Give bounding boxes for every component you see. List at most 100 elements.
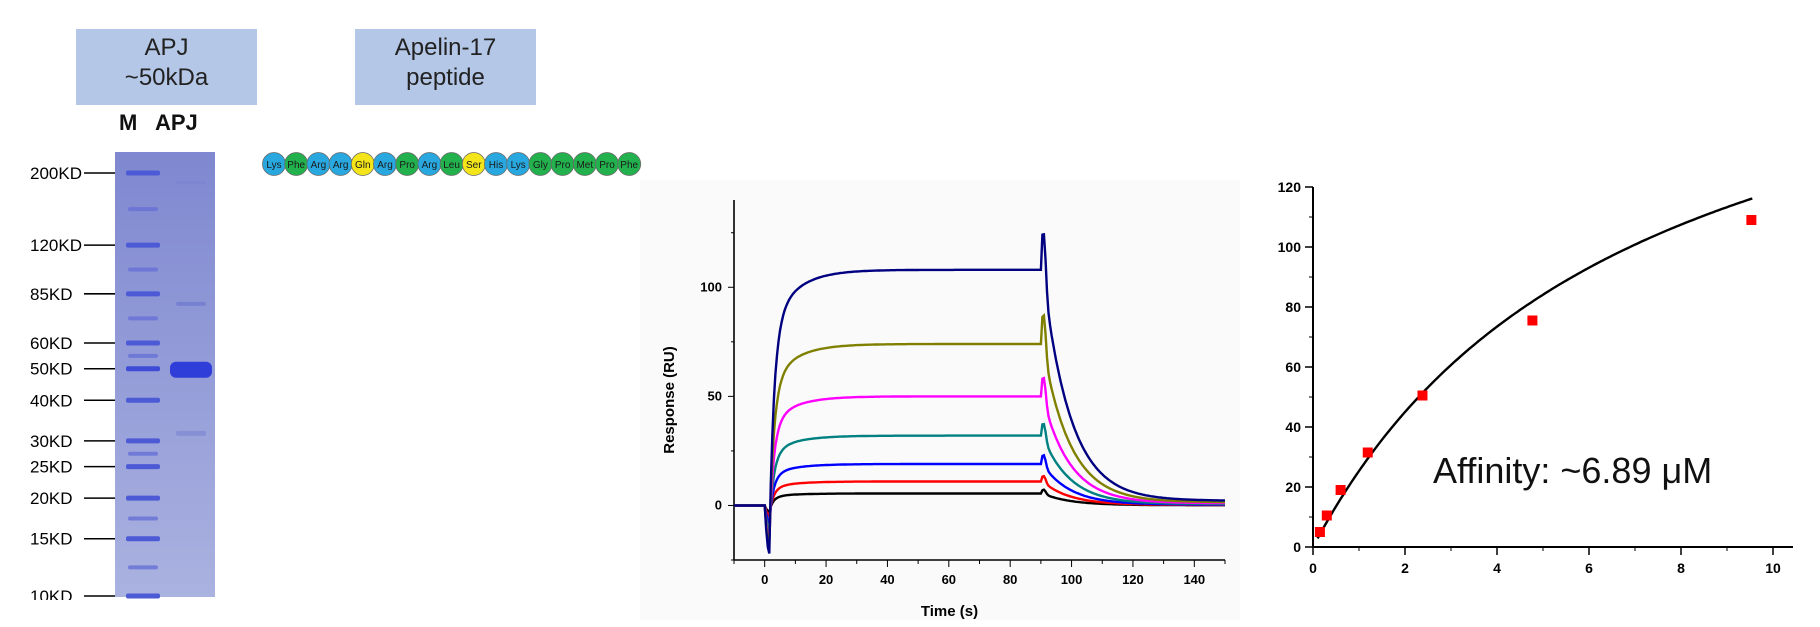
fit-data-point [1527,315,1538,326]
spr-x-tick-label: 20 [819,572,833,587]
spr-x-tick-label: 0 [761,572,768,587]
gel-marker-label: 20KD [30,489,73,508]
fit-y-tick-label: 60 [1285,359,1301,375]
spr-x-tick-label: 80 [1003,572,1017,587]
sample-band-faint [176,430,206,436]
spr-series-line [734,422,1225,533]
residue-label: Arg [377,160,393,171]
fit-x-tick-label: 10 [1765,560,1781,576]
residue-label: Arg [311,160,327,171]
marker-ladder-band [128,316,158,321]
marker-ladder-band [126,397,160,403]
spr-y-tick-label: 100 [700,279,722,294]
fit-curve [1316,197,1753,539]
spr-sensorgram-chart: 0 20 40 60 80 100 120 140 0 50 100 Time (s) Response… [640,180,1240,620]
residue-label: Lys [266,160,281,171]
residue-label: Gln [355,160,371,171]
spr-x-tick-label: 40 [880,572,894,587]
spr-series-line [734,313,1225,546]
spr-series-line [734,453,1225,527]
residue-circle [617,152,642,176]
marker-ladder-band [126,291,160,297]
spr-plot-background [640,180,1240,620]
lane-label-marker: M [119,110,138,135]
residue-label: Arg [422,160,438,171]
gel-marker-label: 50KD [30,360,73,379]
marker-ladder-band [126,170,160,176]
gel-marker-label: 120KD [30,236,82,255]
gel-marker-label: 40KD [30,391,73,410]
fit-x-tick-label: 4 [1493,560,1501,576]
spr-x-tick-label: 60 [942,572,956,587]
gel-marker-label: 200KD [30,164,82,183]
residue-label: Ser [466,160,482,171]
spr-y-tick-label: 0 [715,497,722,512]
fit-data-point [1362,447,1373,458]
fit-x-tick-label: 2 [1401,560,1409,576]
residue-label: Leu [443,160,460,171]
fit-y-tick-label: 120 [1278,179,1302,195]
gel-marker-label: 30KD [30,432,73,451]
fit-y-tick-label: 0 [1293,539,1301,555]
peptide-name: Apelin-17 [394,34,497,61]
fit-x-tick-label: 6 [1585,560,1593,576]
protein-size: ~50kDa [124,64,209,91]
marker-ladder-band [128,516,158,521]
fit-y-tick-label: 100 [1278,239,1302,255]
fit-data-point [1314,527,1325,537]
gel-marker-label: 15KD [30,530,73,549]
lane-label-sample: APJ [155,110,198,135]
fit-x-tick-label: 0 [1309,560,1317,576]
spr-series-line [734,232,1225,554]
residue-label: Met [576,160,593,171]
fit-y-tick-label: 40 [1285,419,1301,435]
sds-page-gel: 200KD 120KD 85KD 60KD 50KD 40KD 30KD 25KD 20KD 15… [30,152,215,600]
peptide-label-box: Apelin-17 peptide [355,29,536,105]
residue-label: Gly [533,160,548,171]
residue-label: Arg [333,160,349,171]
residue-label: Phe [287,160,305,171]
residue-label: His [489,160,503,171]
marker-ladder-band [128,353,158,358]
marker-ladder-band [128,451,158,456]
residue-label: Lys [511,160,526,171]
sample-band-main [170,361,212,378]
marker-ladder-band [126,242,160,248]
residue-label: Pro [555,160,571,171]
marker-ladder-band [126,495,160,501]
fit-x-tick-label: 8 [1677,560,1685,576]
marker-ladder-band [126,536,160,542]
marker-ladder-band [128,267,158,272]
protein-label-box: APJ ~50kDa [76,29,257,105]
spr-y-axis-title: Response (RU) [661,346,678,454]
marker-ladder-band [126,593,160,599]
spr-x-axis-title: Time (s) [921,603,978,620]
fit-data-point [1746,215,1757,225]
gel-marker-label: 85KD [30,285,73,304]
marker-ladder-band [126,340,160,346]
residue-label: Pro [599,160,615,171]
marker-ladder-band [128,565,158,570]
fit-data-point [1335,485,1346,495]
fit-data-point [1321,510,1332,521]
marker-ladder-band [126,366,160,372]
gel-marker-label: 25KD [30,458,73,477]
fit-y-tick-label: 80 [1285,299,1301,315]
spr-x-tick-label: 100 [1061,572,1083,587]
spr-series-line [734,376,1225,541]
spr-y-tick-label: 50 [708,388,722,403]
affinity-annotation: Affinity: ~6.89 μM [1433,450,1712,491]
peptide-type: peptide [406,64,485,91]
fit-y-tick-label: 20 [1285,479,1301,495]
protein-name: APJ [144,34,189,61]
sample-band-faint [176,181,206,184]
marker-ladder-band [126,438,160,444]
residue-label: Phe [620,160,638,171]
spr-x-tick-label: 140 [1183,572,1205,587]
marker-ladder-band [126,464,160,470]
gel-marker-label: 10KD [30,587,73,600]
spr-x-tick-label: 120 [1122,572,1144,587]
gel-marker-label: 60KD [30,334,73,353]
residue-label: Pro [399,160,415,171]
marker-ladder-band [128,207,158,212]
